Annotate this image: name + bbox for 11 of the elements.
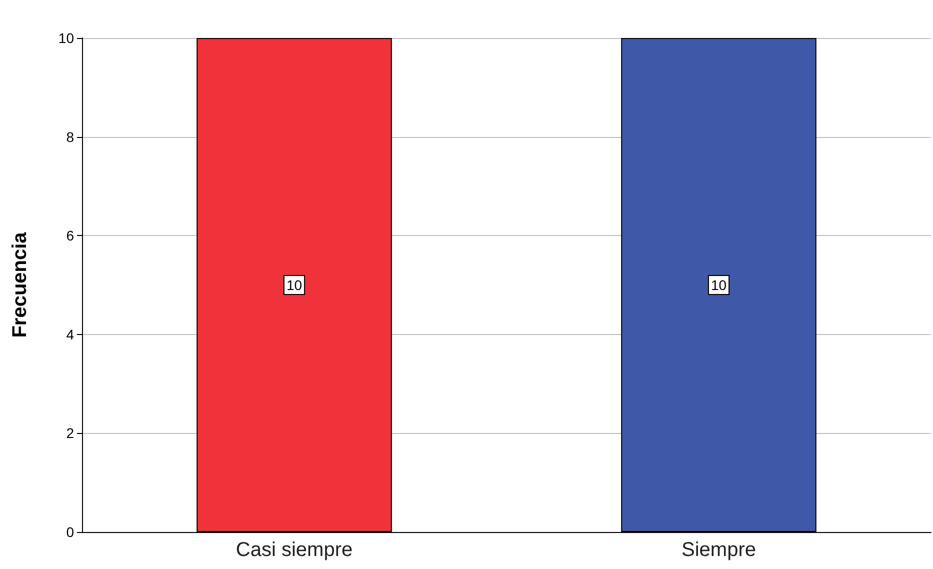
x-tick-label: Casi siempre	[236, 539, 353, 561]
data-label: 10	[286, 277, 302, 293]
x-tick-label: Siempre	[682, 539, 756, 561]
y-tick-label: 6	[66, 228, 74, 244]
y-tick-label: 10	[58, 30, 74, 46]
y-axis-title: Frecuencia	[9, 231, 31, 338]
y-tick-label: 4	[66, 326, 74, 342]
data-label: 10	[710, 277, 727, 293]
y-tick-label: 2	[66, 425, 74, 442]
y-tick-label: 8	[66, 128, 74, 145]
y-tick-label: 0	[66, 524, 74, 540]
